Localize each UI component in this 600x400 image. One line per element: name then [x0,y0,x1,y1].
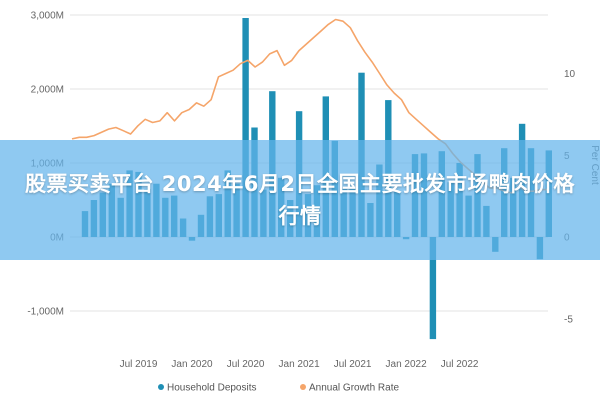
legend-label-annual-growth-rate: Annual Growth Rate [309,383,399,394]
legend-label-household-deposits: Household Deposits [167,383,257,394]
headline-text: 股票买卖平台 2024年6月2日全国主要批发市场鸭肉价格行情 [25,172,575,228]
x-axis-tick-label: Jan 2021 [279,359,321,370]
x-axis-tick-label: Jul 2021 [334,359,372,370]
right-axis-tick-label: 10 [564,69,576,80]
household-deposits-bar [242,18,249,237]
x-axis-tick-label: Jul 2020 [227,359,265,370]
x-axis-tick-label: Jan 2022 [386,359,428,370]
legend-marker-household-deposits [158,384,164,390]
left-axis-tick-label: 3,000M [31,11,64,22]
x-axis-tick-label: Jul 2019 [120,359,158,370]
headline-banner [0,140,600,260]
x-axis-tick-label: Jan 2020 [171,359,213,370]
left-axis-tick-label: 2,000M [31,85,64,96]
legend: Household Deposits Annual Growth Rate [158,383,399,394]
household-deposits-bar [429,237,437,340]
legend-marker-annual-growth-rate [300,384,306,390]
x-axis-tick-label: Jul 2022 [441,359,479,370]
x-axis: Jul 2019 Jan 2020 Jul 2020 Jan 2021 Jul 2021… [120,359,479,370]
right-axis-tick-label: -5 [564,314,573,325]
left-axis-tick-label: -1,000M [27,307,64,318]
